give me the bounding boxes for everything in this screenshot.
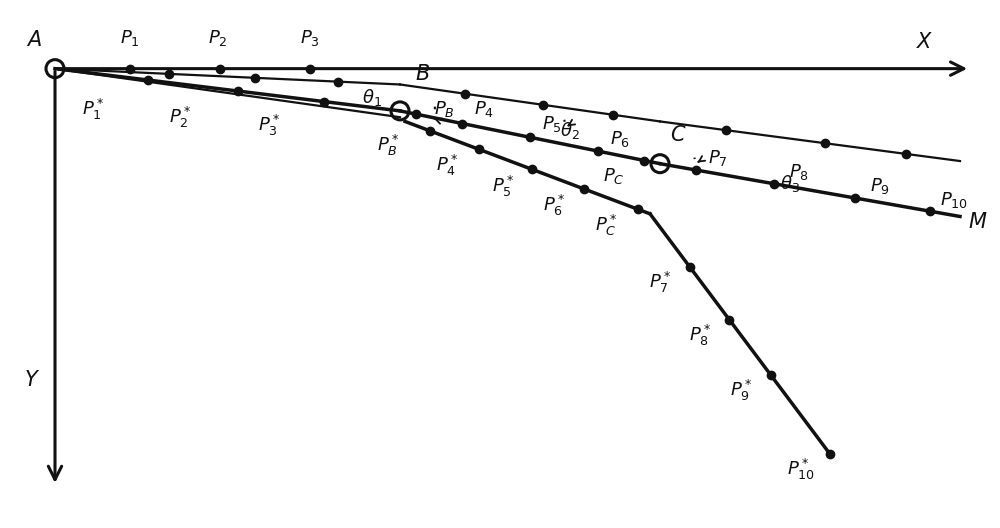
Text: $P_7^*$: $P_7^*$ — [649, 270, 672, 295]
Text: $Y$: $Y$ — [24, 370, 40, 390]
Text: $P_{10}$: $P_{10}$ — [940, 190, 968, 210]
Text: $P_C$: $P_C$ — [603, 166, 624, 186]
Text: $P_4^*$: $P_4^*$ — [436, 153, 458, 177]
Text: $P_1$: $P_1$ — [120, 28, 140, 48]
Text: $P_B$: $P_B$ — [434, 99, 454, 119]
Text: $P_9$: $P_9$ — [870, 176, 890, 196]
Text: $P_5^*$: $P_5^*$ — [492, 174, 514, 199]
Text: $A$: $A$ — [26, 30, 42, 50]
Text: $P_8^*$: $P_8^*$ — [689, 323, 711, 348]
Text: $P_3^*$: $P_3^*$ — [258, 113, 280, 138]
Text: $P_7$: $P_7$ — [708, 148, 728, 168]
Text: $C$: $C$ — [670, 125, 686, 145]
Text: $P_B^*$: $P_B^*$ — [377, 133, 400, 158]
Text: $\theta_1$: $\theta_1$ — [362, 87, 382, 108]
Text: $P_1^*$: $P_1^*$ — [82, 97, 104, 121]
Text: $P_6$: $P_6$ — [610, 129, 630, 149]
Text: $P_9^*$: $P_9^*$ — [730, 378, 753, 403]
Text: $P_6^*$: $P_6^*$ — [543, 193, 566, 219]
Text: $P_C^*$: $P_C^*$ — [595, 212, 618, 238]
Text: $P_3$: $P_3$ — [300, 28, 320, 48]
Text: $P_2$: $P_2$ — [208, 28, 228, 48]
Text: $P_{10}^*$: $P_{10}^*$ — [787, 457, 815, 483]
Text: $X$: $X$ — [916, 32, 934, 52]
Text: $\theta_2$: $\theta_2$ — [560, 120, 580, 142]
Text: $P_5$: $P_5$ — [542, 114, 562, 134]
Text: $P_4$: $P_4$ — [474, 99, 495, 119]
Text: $P_8$: $P_8$ — [789, 162, 809, 182]
Text: $M$: $M$ — [968, 212, 987, 232]
Text: $\theta_3$: $\theta_3$ — [780, 173, 800, 194]
Text: $P_2^*$: $P_2^*$ — [169, 105, 191, 130]
Text: $B$: $B$ — [415, 64, 430, 84]
